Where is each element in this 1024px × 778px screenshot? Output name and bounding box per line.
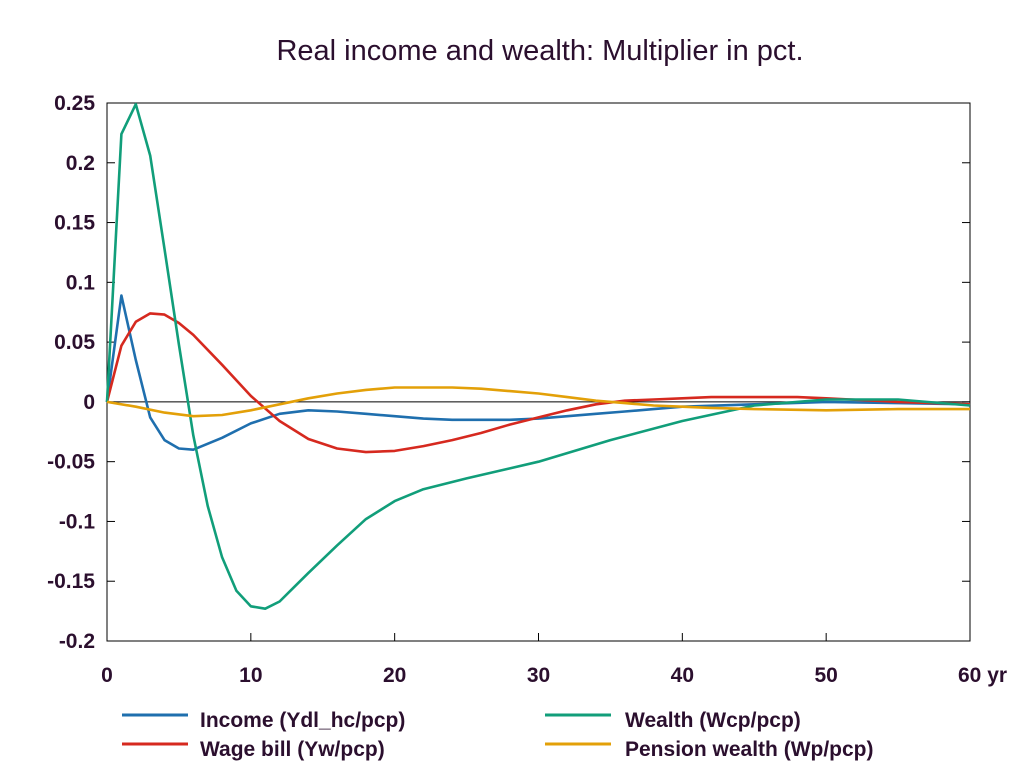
series-lines xyxy=(105,102,971,610)
x-tick-label: 10 xyxy=(239,664,262,687)
y-tick-label: 0 xyxy=(83,391,95,414)
y-tick-label: -0.2 xyxy=(59,630,95,653)
y-tick-label: 0.05 xyxy=(54,331,95,354)
y-axis-ticks: 0.25 0.2 0.15 0.1 0.05 0 -0.05 -0.1 -0.15 -0.2 xyxy=(47,92,970,653)
y-tick-label: 0.15 xyxy=(54,212,95,235)
series-line-wealth xyxy=(105,102,971,610)
x-tick-label: 60 yr xyxy=(958,664,1007,687)
y-tick-label: -0.15 xyxy=(47,570,95,593)
x-tick-label: 50 xyxy=(814,664,837,687)
x-axis-ticks: 0 10 20 30 40 50 60 yr xyxy=(101,633,1007,687)
legend-label: Income (Ydl_hc/pcp) xyxy=(200,709,405,732)
legend-label: Wealth (Wcp/pcp) xyxy=(625,709,801,732)
chart-title: Real income and wealth: Multiplier in pc… xyxy=(276,35,803,67)
series-line-pension xyxy=(106,386,970,418)
x-tick-label: 20 xyxy=(383,664,406,687)
x-tick-label: 30 xyxy=(527,664,550,687)
y-tick-label: -0.05 xyxy=(47,451,95,474)
plot-area xyxy=(106,102,971,642)
y-tick-label: 0.25 xyxy=(54,92,95,115)
x-tick-label: 0 xyxy=(101,664,113,687)
y-tick-label: 0.2 xyxy=(66,152,95,175)
legend-label: Pension wealth (Wp/pcp) xyxy=(625,738,874,761)
y-tick-label: -0.1 xyxy=(59,510,96,533)
x-tick-label: 40 xyxy=(671,664,694,687)
plot-frame xyxy=(106,102,971,642)
legend-label: Wage bill (Yw/pcp) xyxy=(200,738,385,761)
series-line-income xyxy=(105,294,971,451)
legend: Income (Ydl_hc/pcp) Wage bill (Yw/pcp) Wea… xyxy=(122,709,874,761)
y-tick-label: 0.1 xyxy=(66,271,96,294)
